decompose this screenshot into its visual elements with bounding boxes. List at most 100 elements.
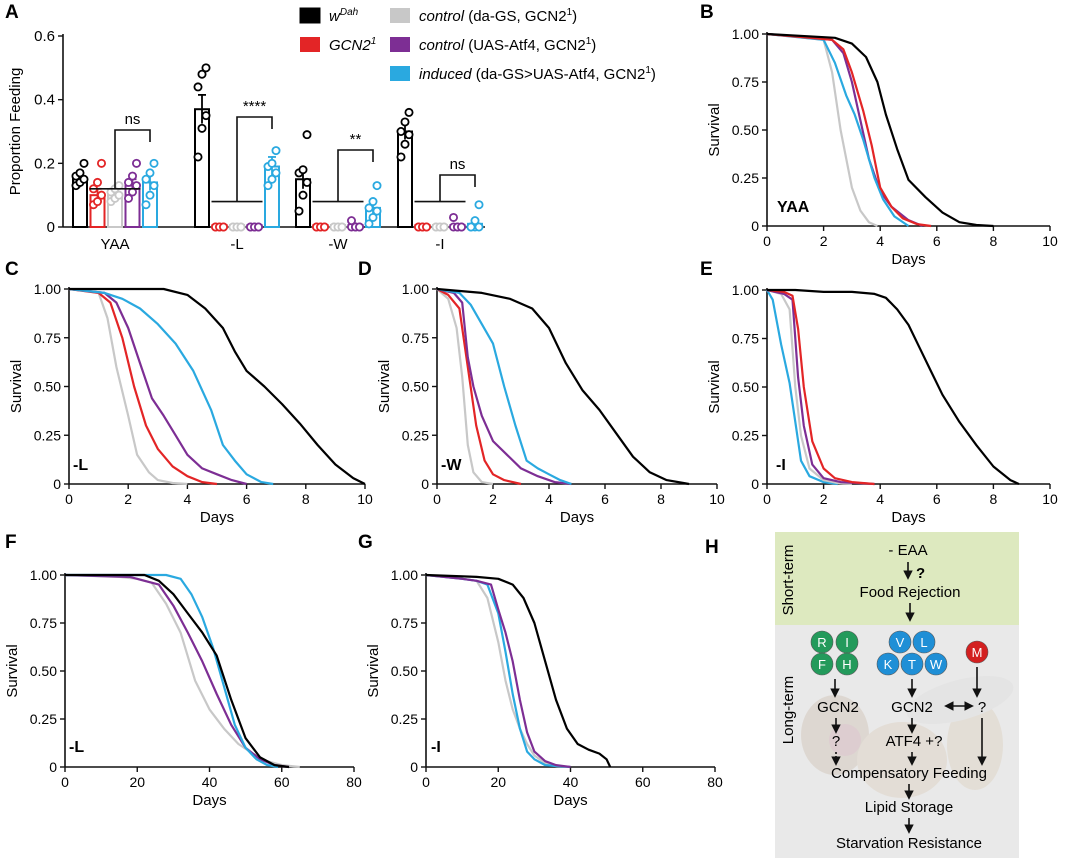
aa-circle-t <box>900 652 924 676</box>
x-tick-label: 80 <box>346 774 362 790</box>
data-point <box>79 174 89 184</box>
data-point <box>337 222 347 232</box>
data-point <box>319 222 329 232</box>
data-point <box>368 197 378 207</box>
aa-label-m: M <box>972 645 983 660</box>
significance-label: ns <box>125 111 141 128</box>
data-point <box>400 139 410 149</box>
data-point <box>97 190 107 200</box>
y-tick-label: 0 <box>410 759 418 775</box>
aa-label-w: W <box>930 657 943 672</box>
data-point <box>474 200 484 210</box>
eaa-question-mark: ? <box>916 565 925 582</box>
x-tick-label: 80 <box>707 774 723 790</box>
significance-bracket <box>114 129 151 189</box>
x-tick-label: 8 <box>302 491 310 507</box>
survival-line-control-atf4 <box>766 288 875 486</box>
aa-label-k: K <box>884 657 893 672</box>
data-point <box>145 168 155 178</box>
aa-circle-h <box>835 652 859 676</box>
data-point <box>364 219 374 229</box>
y-axis-label: Survival <box>4 644 21 697</box>
short-term-label: Short-term <box>780 545 797 616</box>
significance-label: ** <box>350 131 362 148</box>
legend-swatch-wdah <box>299 7 321 24</box>
survival-chart-panel-d: 0 0.25 0.50 0.75 1.00 0 2 4 6 8 10 Days Survival -W <box>376 281 725 526</box>
significance-bracket <box>337 149 374 202</box>
survival-chart-panel-e: 0 0.25 0.50 0.75 1.00 0 2 4 6 8 10 Days Survival -I <box>706 282 1058 526</box>
data-point <box>404 107 414 117</box>
x-tick-label: 20 <box>129 774 145 790</box>
x-tick-label: 4 <box>184 491 192 507</box>
x-tick-label: 4 <box>876 233 884 249</box>
legend-item-wdah: wDah <box>299 7 359 25</box>
y-axis-label: Survival <box>376 360 393 413</box>
data-point <box>298 190 308 200</box>
long-term-label: Long-term <box>780 676 797 744</box>
gcn2-left-label: GCN2 <box>817 699 859 716</box>
panel-letter-e: E <box>700 259 713 280</box>
data-point <box>201 111 211 121</box>
data-point <box>470 216 480 226</box>
data-point <box>271 146 281 156</box>
data-point <box>75 168 85 178</box>
legend-label-wdah: wDah <box>329 7 359 25</box>
data-point <box>141 200 151 210</box>
right-question-label: ? <box>978 699 986 716</box>
condition-label: -I <box>431 739 441 756</box>
y-tick-label: 1.00 <box>732 26 759 42</box>
x-tick-label: 4 <box>545 491 553 507</box>
aa-circle-w <box>924 652 948 676</box>
aa-label-l: L <box>920 635 927 650</box>
data-point <box>218 222 228 232</box>
x-tick-label: 10 <box>1042 491 1058 507</box>
survival-line-induced <box>436 287 572 486</box>
aa-circle-f <box>810 652 834 676</box>
significance-bracket <box>236 116 273 202</box>
survival-line-control-gs <box>64 573 300 769</box>
x-tick-label: 6 <box>601 491 609 507</box>
y-tick-label: 0.25 <box>732 428 759 444</box>
survival-line-induced <box>766 32 910 227</box>
x-axis-label: Days <box>560 509 594 526</box>
y-tick-label: 0.75 <box>732 74 759 90</box>
x-axis-label: Days <box>192 792 226 809</box>
data-point <box>271 168 281 178</box>
compensatory-feeding-label: Compensatory Feeding <box>831 765 987 782</box>
y-axis-label: Survival <box>365 644 382 697</box>
survival-line-control-gs <box>68 287 188 486</box>
y-tick-label: 0.25 <box>34 427 61 443</box>
x-tick-label: 2 <box>489 491 497 507</box>
legend-item-gcn2: GCN21 <box>300 36 376 54</box>
data-point <box>79 158 89 168</box>
data-point <box>149 181 159 191</box>
survival-line-wdah <box>767 288 1020 485</box>
y-tick-label: 0.50 <box>391 663 418 679</box>
survival-line-gcn2 <box>766 32 932 228</box>
data-point <box>372 181 382 191</box>
survival-line-wdah <box>65 573 290 769</box>
starvation-resistance-label: Starvation Resistance <box>836 835 982 852</box>
data-point <box>421 222 431 232</box>
blue-aa-group: V L K T W <box>876 630 948 676</box>
x-axis-label: Days <box>891 509 925 526</box>
x-tick-label: 2 <box>820 233 828 249</box>
y-tick-label: 0 <box>47 219 55 236</box>
y-tick-label: 1.00 <box>402 281 429 297</box>
survival-line-gcn2 <box>766 288 875 486</box>
y-tick-label: 0 <box>751 218 759 234</box>
x-tick-label: 2 <box>124 491 132 507</box>
survival-chart-panel-c: 0 0.25 0.50 0.75 1.00 0 2 4 6 8 10 Days Survival -L <box>8 281 373 526</box>
data-point <box>346 216 356 226</box>
x-tick-label: 0 <box>65 491 73 507</box>
green-aa-group: R I F H <box>810 630 859 676</box>
y-tick-label: 0.25 <box>30 711 57 727</box>
condition-label: YAA <box>777 199 810 216</box>
aa-circle-k <box>876 652 900 676</box>
x-tick-label: 60 <box>274 774 290 790</box>
x-tick-label: 8 <box>657 491 665 507</box>
x-axis-label: Days <box>553 792 587 809</box>
legend-swatch-induced <box>390 66 410 81</box>
panel-letter-a: A <box>5 2 19 23</box>
category-label: -W <box>328 236 348 253</box>
